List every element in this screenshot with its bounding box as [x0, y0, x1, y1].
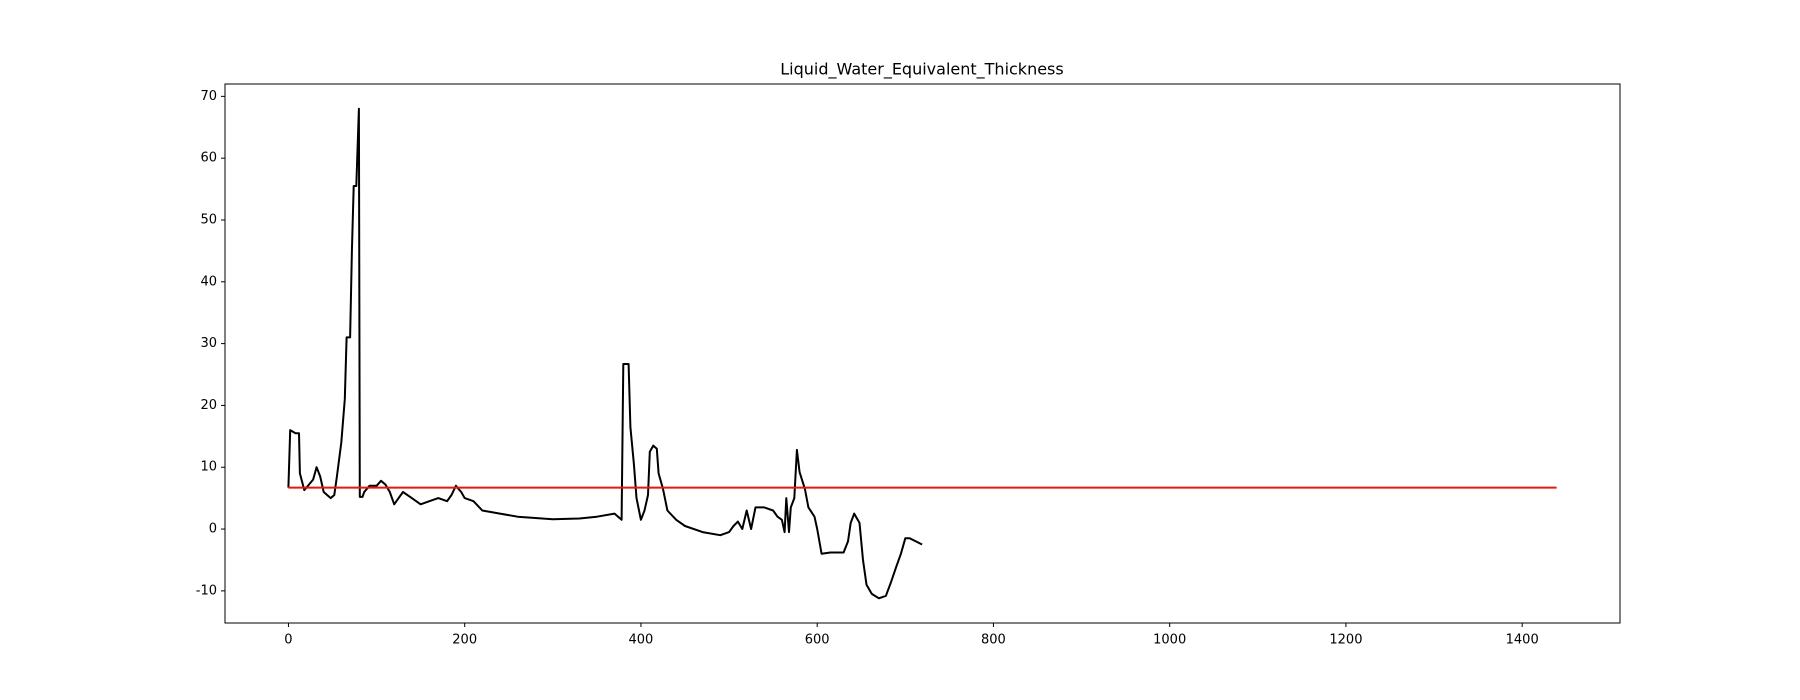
- x-tick-label: 400: [629, 633, 654, 648]
- y-tick-label: 10: [200, 460, 217, 475]
- x-tick-label: 1200: [1329, 633, 1362, 648]
- data-line: [287, 107, 923, 600]
- y-tick-label: -10: [196, 583, 217, 598]
- x-tick-label: 1000: [1153, 633, 1186, 648]
- x-tick-label: 600: [805, 633, 830, 648]
- y-tick-label: 30: [200, 336, 217, 351]
- y-tick-label: 70: [200, 89, 217, 104]
- plot-frame: [224, 83, 1621, 624]
- x-tick-label: 800: [981, 633, 1006, 648]
- x-tick-label: 0: [284, 633, 292, 648]
- y-tick-label: 20: [200, 398, 217, 413]
- y-tick-label: 0: [209, 522, 217, 537]
- x-tick-label: 200: [452, 633, 477, 648]
- y-tick-label: 40: [200, 274, 217, 289]
- x-tick-label: 1400: [1506, 633, 1539, 648]
- chart-title: Liquid_Water_Equivalent_Thickness: [780, 60, 1063, 80]
- y-tick-label: 60: [200, 151, 217, 166]
- y-tick-label: 50: [200, 212, 217, 227]
